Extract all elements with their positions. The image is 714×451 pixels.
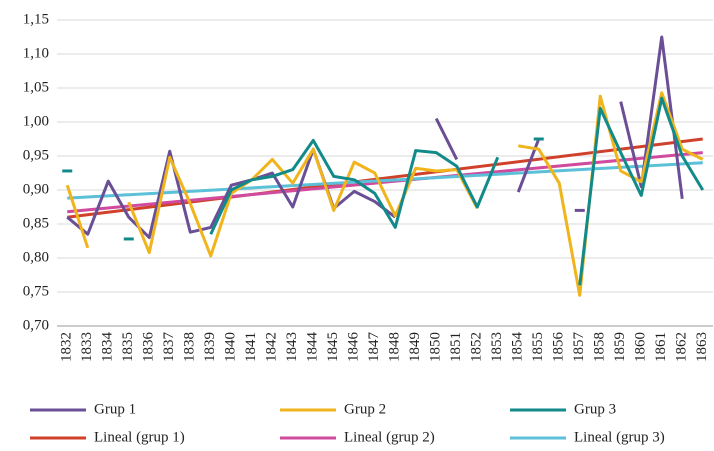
y-tick-label: 1,05	[23, 79, 49, 95]
x-tick-label: 1857	[571, 332, 587, 363]
x-tick-label: 1860	[633, 332, 649, 362]
x-tick-label: 1853	[489, 332, 505, 362]
x-tick-label: 1859	[612, 332, 628, 362]
series-line	[66, 147, 397, 240]
x-tick-label: 1846	[346, 332, 362, 363]
legend-label: Grup 1	[94, 401, 136, 417]
y-tick-label: 1,15	[23, 11, 49, 27]
series-line	[434, 117, 459, 161]
legend-label: Lineal (grup 1)	[94, 429, 185, 445]
x-tick-label: 1840	[223, 332, 239, 362]
x-tick-label: 1842	[264, 332, 280, 362]
x-tick-label: 1832	[59, 332, 75, 362]
y-tick-label: 1,10	[23, 45, 49, 61]
trendline	[67, 161, 703, 200]
x-tick-label: 1852	[469, 332, 485, 362]
trendline	[67, 137, 703, 219]
y-tick-label: 0,85	[23, 215, 49, 231]
series-line	[209, 138, 500, 235]
x-tick-label: 1843	[284, 332, 300, 362]
series-line	[65, 184, 90, 249]
x-tick-label: 1836	[141, 332, 157, 363]
legend-label: Grup 3	[574, 401, 616, 417]
x-tick-label: 1855	[530, 332, 546, 362]
x-tick-label: 1849	[407, 332, 423, 362]
x-tick-label: 1844	[305, 332, 321, 363]
x-tick-label: 1861	[653, 332, 669, 362]
y-tick-label: 0,90	[23, 181, 49, 197]
series-line	[578, 96, 705, 286]
legend-label: Lineal (grup 2)	[344, 429, 435, 445]
x-tick-label: 1834	[100, 332, 116, 363]
x-tick-label: 1847	[366, 332, 382, 363]
legend-label: Lineal (grup 3)	[574, 429, 665, 445]
series-line	[518, 91, 704, 297]
trendline	[67, 151, 703, 214]
x-tick-label: 1835	[120, 332, 136, 362]
x-tick-label: 1858	[592, 332, 608, 362]
y-tick-label: 0,75	[23, 283, 49, 299]
x-tick-label: 1841	[243, 332, 259, 362]
x-tick-label: 1862	[674, 332, 690, 362]
x-tick-label: 1837	[161, 332, 177, 363]
y-tick-label: 0,80	[23, 249, 49, 265]
x-tick-label: 1856	[551, 332, 567, 363]
x-tick-label: 1839	[202, 332, 218, 362]
x-tick-label: 1854	[510, 332, 526, 363]
y-tick-label: 0,95	[23, 147, 49, 163]
x-tick-label: 1863	[694, 332, 710, 362]
x-tick-label: 1851	[448, 332, 464, 362]
x-tick-label: 1833	[79, 332, 95, 362]
x-tick-label: 1845	[325, 332, 341, 362]
x-tick-label: 1850	[428, 332, 444, 362]
y-tick-label: 1,00	[23, 113, 49, 129]
x-tick-label: 1838	[182, 332, 198, 362]
series-line	[127, 147, 479, 258]
y-tick-label: 0,70	[23, 317, 49, 333]
legend-label: Grup 2	[344, 401, 386, 417]
x-tick-label: 1848	[387, 332, 403, 362]
